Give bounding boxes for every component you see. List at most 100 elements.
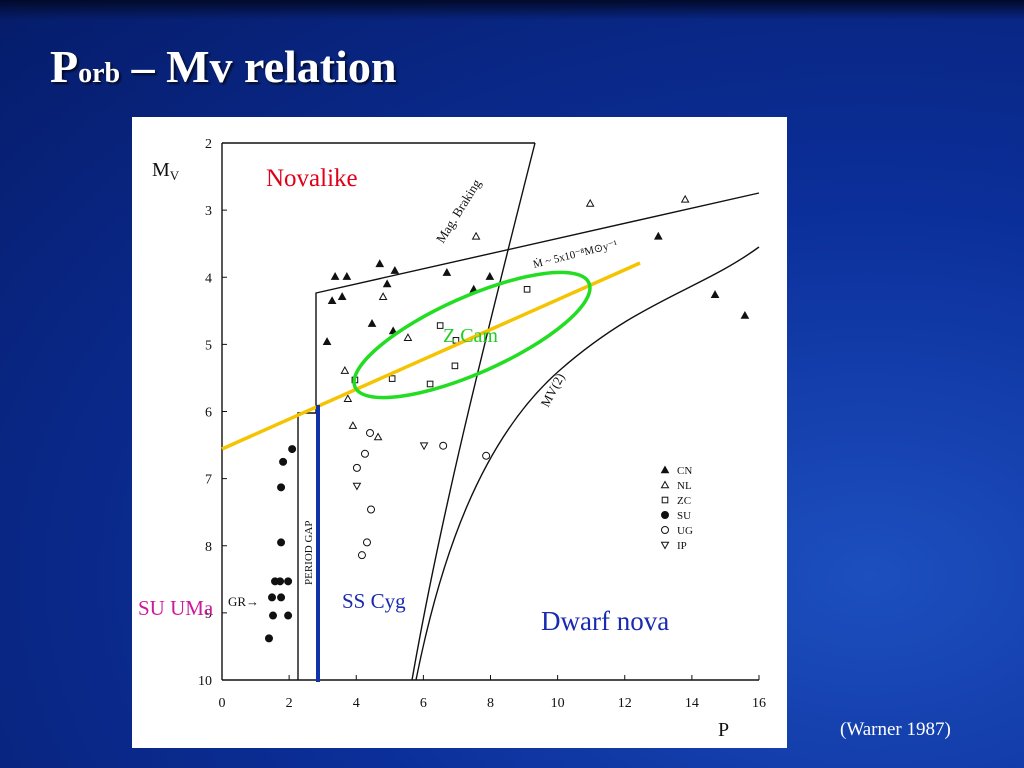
data-point <box>268 593 277 602</box>
y-tick-label: 4 <box>205 271 212 286</box>
y-tick-label: 5 <box>205 338 212 353</box>
legend-marker <box>661 526 669 534</box>
y-tick-label: 6 <box>205 406 212 421</box>
data-point <box>269 611 278 620</box>
legend-label: ZC <box>677 495 691 507</box>
data-point <box>284 577 293 586</box>
data-point <box>348 421 358 429</box>
data-point <box>327 296 337 305</box>
x-tick-label: 6 <box>420 696 427 711</box>
data-point <box>680 194 690 203</box>
data-point <box>342 272 352 280</box>
data-point <box>367 505 376 514</box>
data-point <box>485 272 495 280</box>
data-point <box>442 268 452 276</box>
label-novalike: Novalike <box>266 165 358 192</box>
data-point <box>277 593 286 602</box>
data-point <box>343 394 353 403</box>
legend-marker <box>661 511 669 519</box>
legend-label: IP <box>677 540 687 552</box>
data-point <box>330 272 340 280</box>
data-point <box>403 333 413 341</box>
y-axis-label: MV <box>152 159 180 183</box>
label-suuma: SU UMa <box>138 596 214 620</box>
title-main: P <box>50 41 78 92</box>
data-point <box>357 551 366 560</box>
y-tick-label: 3 <box>205 204 212 219</box>
data-point <box>390 266 400 274</box>
title-sub: orb <box>78 58 120 89</box>
x-tick-label: 8 <box>487 696 494 711</box>
mv2-curve <box>415 246 760 681</box>
legend-marker <box>660 541 670 550</box>
data-point <box>276 577 285 586</box>
data-point <box>426 380 434 388</box>
x-tick-label: 4 <box>353 696 360 711</box>
x-axis-label: P <box>718 719 729 741</box>
data-point <box>710 290 720 299</box>
label-zcam: Z Cam <box>443 325 498 347</box>
slide-title: Porb – Mv relation <box>50 41 397 92</box>
y-tick-label: 2 <box>205 137 212 152</box>
mag-braking-line <box>411 142 536 681</box>
data-point <box>375 259 385 268</box>
legend-marker <box>660 465 670 474</box>
data-point <box>740 310 750 319</box>
data-point <box>419 442 429 451</box>
legend-label: CN <box>677 465 692 477</box>
y-label-sub: V <box>170 168 180 183</box>
label-dwarf-nova: Dwarf nova <box>541 606 669 636</box>
data-point <box>471 231 481 240</box>
x-tick-label: 10 <box>551 696 565 711</box>
y-tick-label: 7 <box>205 473 212 488</box>
data-point <box>388 375 396 382</box>
y-tick-label: 9 <box>205 607 212 622</box>
data-point <box>352 463 361 472</box>
data-point <box>482 451 491 460</box>
fit-line <box>221 261 641 451</box>
data-point <box>436 322 444 329</box>
data-point <box>277 483 286 492</box>
data-point <box>373 432 383 441</box>
data-point <box>352 482 362 491</box>
data-point <box>366 428 375 437</box>
y-tick-label: 10 <box>198 674 212 689</box>
x-tick-label: 16 <box>752 696 766 711</box>
data-point <box>284 611 293 620</box>
annotation: PERIOD GAP <box>303 521 315 585</box>
data-point <box>439 441 448 450</box>
y-label-main: M <box>152 159 170 181</box>
x-tick-label: 12 <box>618 696 632 711</box>
label-sscyg: SS Cyg <box>342 589 406 613</box>
data-point <box>362 538 371 547</box>
x-tick-label: 2 <box>286 696 293 711</box>
annotation: GR→ <box>228 594 259 609</box>
data-point <box>653 231 663 240</box>
legend-label: NL <box>677 480 692 492</box>
title-rest: – Mv relation <box>120 41 396 92</box>
y-tick-label: 8 <box>205 540 212 555</box>
data-point <box>378 292 388 301</box>
figure-background <box>132 117 787 748</box>
data-point <box>340 366 350 374</box>
data-point <box>382 279 392 288</box>
x-tick-label: 0 <box>219 696 226 711</box>
legend-label: UG <box>677 525 693 537</box>
citation: (Warner 1987) <box>840 719 951 740</box>
legend-marker <box>661 496 669 504</box>
data-point <box>277 538 286 547</box>
x-tick-label: 14 <box>685 696 699 711</box>
data-point <box>360 449 369 458</box>
data-point <box>288 445 297 454</box>
data-point <box>585 198 595 207</box>
zcam-ellipse <box>352 270 592 400</box>
data-point <box>523 286 531 293</box>
data-point <box>367 319 377 327</box>
data-point <box>279 457 288 466</box>
legend-marker <box>660 480 670 489</box>
data-point <box>264 634 273 643</box>
top-bar <box>0 0 1024 20</box>
data-point <box>322 337 332 345</box>
